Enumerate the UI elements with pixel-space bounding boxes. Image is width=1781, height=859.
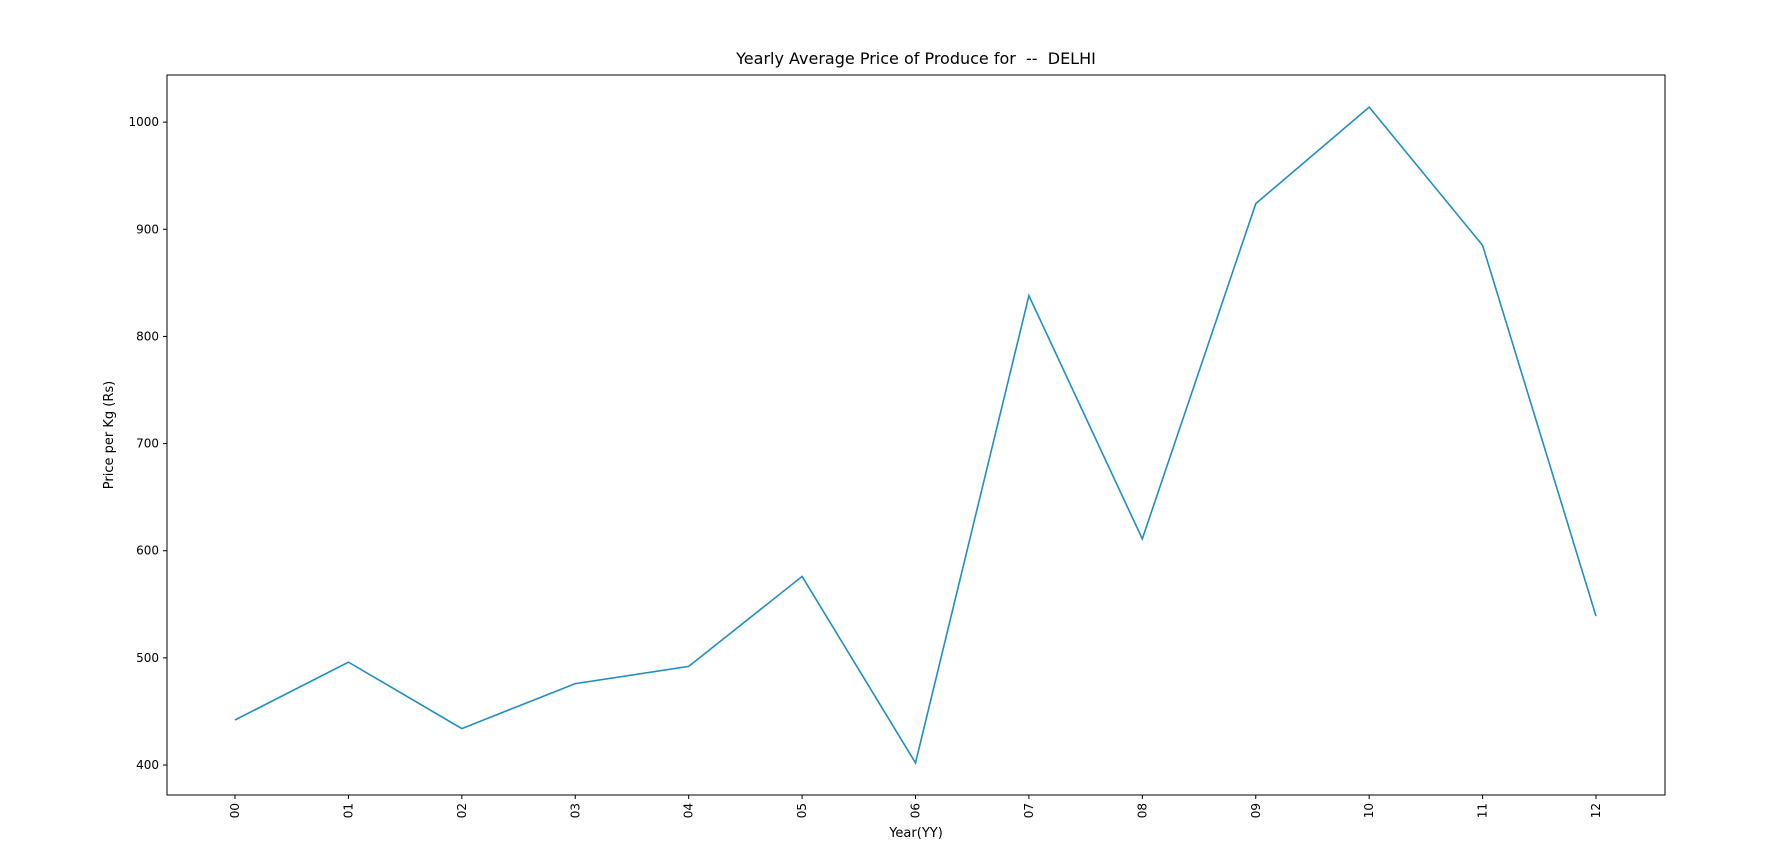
series-layer: [234, 105, 1597, 765]
y-tick-label: 900: [136, 222, 159, 236]
y-axis-label: Price per Kg (Rs): [102, 381, 117, 489]
y-tick-label: 700: [136, 437, 159, 451]
chart-title: Yearly Average Price of Produce for -- D…: [735, 49, 1096, 68]
x-tick-label: 02: [455, 803, 469, 818]
y-axis: 400 500 600 700 800 900 1000: [128, 115, 167, 772]
x-tick-label: 10: [1362, 803, 1376, 818]
x-tick-label: 01: [341, 803, 355, 818]
x-tick-label: 11: [1476, 803, 1490, 818]
y-tick-label: 500: [136, 651, 159, 665]
x-tick-label: 09: [1249, 803, 1263, 818]
x-tick-label: 07: [1022, 803, 1036, 818]
price-series-line: [234, 105, 1597, 765]
y-tick-label: 800: [136, 329, 159, 343]
x-tick-label: 04: [682, 803, 696, 818]
x-tick-label: 03: [568, 803, 582, 818]
x-axis-label: Year(YY): [888, 826, 943, 841]
x-tick-label: 05: [795, 803, 809, 818]
y-tick-label: 400: [136, 758, 159, 772]
x-tick-label: 06: [909, 803, 923, 818]
y-tick-label: 1000: [128, 115, 159, 129]
x-tick-label: 08: [1135, 803, 1149, 818]
x-axis: 00 01 02 03 04 05 06 07 08 09 10 11 12: [228, 795, 1603, 818]
y-tick-label: 600: [136, 544, 159, 558]
x-tick-label: 12: [1589, 803, 1603, 818]
x-tick-label: 00: [228, 803, 242, 818]
